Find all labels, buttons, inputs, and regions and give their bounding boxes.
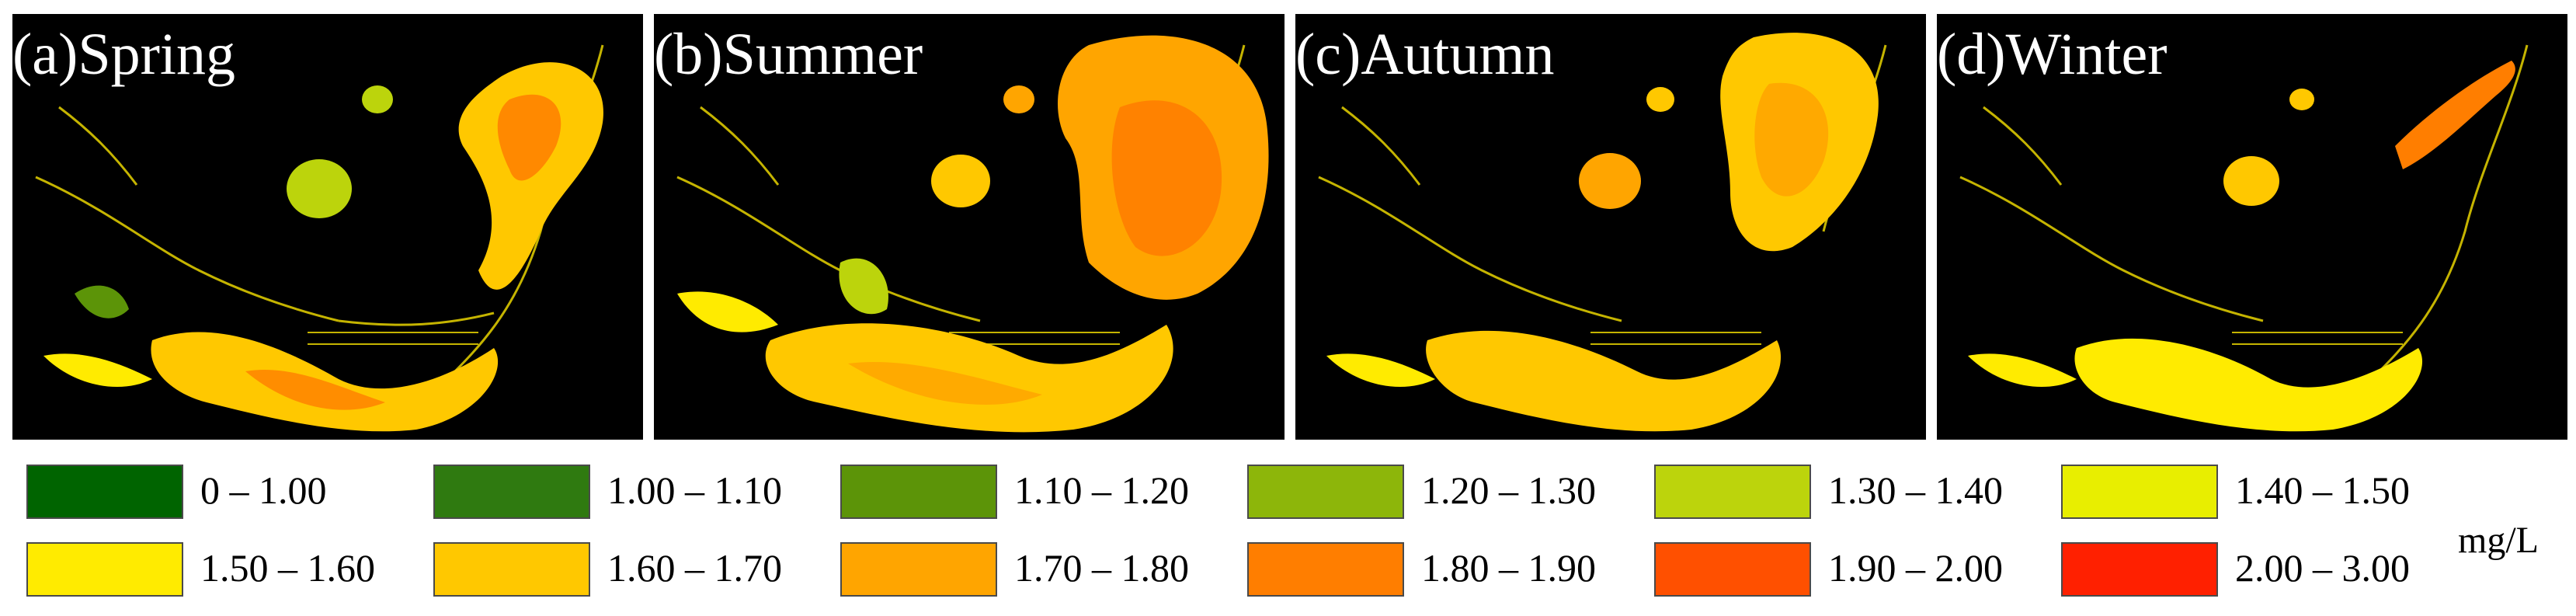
legend-swatch (26, 542, 183, 597)
legend-swatch (1247, 542, 1404, 597)
panel-label: (d)Winter (1937, 22, 2168, 87)
legend-swatch (2061, 465, 2218, 519)
lake-map-spring (35, 44, 604, 432)
legend-label: 1.10 – 1.20 (1014, 468, 1189, 512)
panel-separator (1285, 14, 1295, 440)
legend-swatch (2061, 542, 2218, 597)
legend-label: 1.60 – 1.70 (607, 546, 782, 590)
panel-label: (a)Spring (12, 22, 236, 87)
panel-separator (643, 14, 654, 440)
legend-swatch (840, 542, 997, 597)
map-panel-summer: (b)Summer (654, 14, 1285, 440)
legend-label: 0 – 1.00 (200, 468, 327, 512)
legend-label: 1.50 – 1.60 (200, 546, 375, 590)
legend: 0 – 1.00 1.00 – 1.10 1.10 – 1.20 1.20 – … (0, 465, 2576, 604)
legend-label: 1.20 – 1.30 (1421, 468, 1596, 512)
lake-map-summer (676, 35, 1269, 433)
panel-label: (c)Autumn (1295, 22, 1555, 87)
legend-label: 1.40 – 1.50 (2235, 468, 2410, 512)
legend-label: 1.90 – 2.00 (1828, 546, 2003, 590)
legend-swatch (840, 465, 997, 519)
legend-label: 1.30 – 1.40 (1828, 468, 2003, 512)
lake-map-winter (1959, 44, 2529, 432)
legend-label: 2.00 – 3.00 (2235, 546, 2410, 590)
legend-swatch (1654, 542, 1811, 597)
legend-label: 1.70 – 1.80 (1014, 546, 1189, 590)
map-panel-spring: (a)Spring (12, 14, 643, 440)
legend-unit: mg/L (2458, 520, 2539, 561)
legend-label: 1.00 – 1.10 (607, 468, 782, 512)
lake-map-autumn (1318, 33, 1887, 432)
legend-swatch (433, 542, 590, 597)
legend-swatch (26, 465, 183, 519)
legend-label: 1.80 – 1.90 (1421, 546, 1596, 590)
legend-swatch (1247, 465, 1404, 519)
panel-label: (b)Summer (654, 22, 923, 87)
legend-swatch (1654, 465, 1811, 519)
map-panel-autumn: (c)Autumn (1295, 14, 1926, 440)
map-panels: (a)Spring (b)Summer (12, 14, 2567, 440)
map-panel-winter: (d)Winter (1937, 14, 2567, 440)
panel-separator (1926, 14, 1937, 440)
legend-swatch (433, 465, 590, 519)
